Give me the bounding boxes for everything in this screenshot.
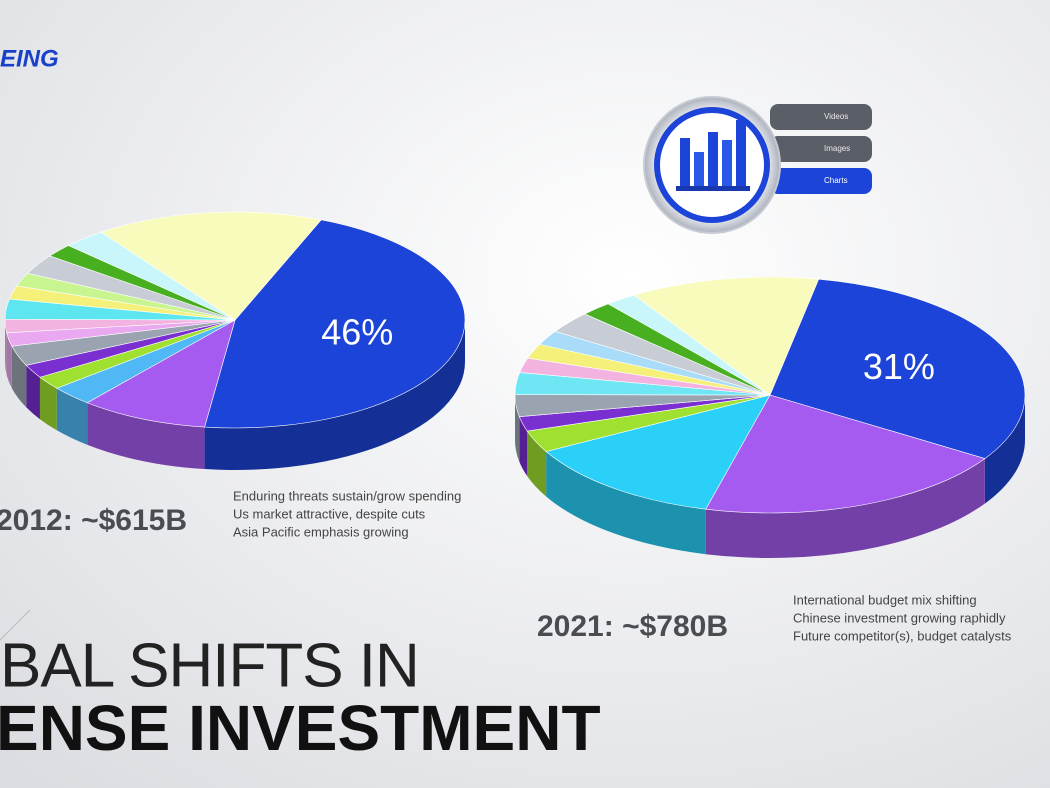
slice-side bbox=[39, 377, 57, 431]
note: Chinese investment growing raphidly bbox=[793, 610, 1006, 625]
slice-side bbox=[11, 346, 27, 408]
note: Us market attractive, despite cuts bbox=[233, 506, 426, 521]
slice-side bbox=[26, 365, 40, 420]
headline: BAL SHIFTS IN bbox=[0, 631, 419, 700]
slice bbox=[705, 394, 986, 514]
slice-side bbox=[546, 451, 706, 555]
chart-title: 2021: ~$780B bbox=[537, 610, 728, 643]
note: Enduring threats sustain/grow spending bbox=[233, 488, 461, 503]
slice bbox=[545, 394, 771, 510]
slice-side bbox=[56, 388, 88, 445]
note: Future competitor(s), budget catalysts bbox=[793, 628, 1012, 643]
note: International budget mix shifting bbox=[793, 592, 977, 607]
data-label: 46% bbox=[321, 312, 393, 353]
slice bbox=[100, 211, 322, 321]
slice-side bbox=[204, 320, 465, 470]
menu-item[interactable]: Images bbox=[824, 144, 850, 153]
logo: EING bbox=[0, 45, 59, 72]
chart-title: 2012: ~$615B bbox=[0, 504, 187, 537]
slice-side bbox=[519, 416, 528, 477]
decor-line bbox=[0, 609, 31, 641]
slice-side bbox=[984, 395, 1025, 504]
headline: ENSE INVESTMENT bbox=[0, 692, 601, 764]
data-label: 31% bbox=[863, 346, 935, 387]
menu-item[interactable]: Videos bbox=[824, 112, 848, 121]
slice-side bbox=[6, 332, 12, 389]
slice-side bbox=[705, 458, 985, 558]
note: Asia Pacific emphasis growing bbox=[233, 524, 409, 539]
slice bbox=[633, 276, 820, 396]
slice-side bbox=[87, 402, 205, 470]
chart-icon bbox=[643, 96, 872, 234]
slice-side bbox=[515, 395, 520, 462]
slice bbox=[204, 219, 466, 429]
slice bbox=[86, 319, 236, 428]
pies: 46% 31% bbox=[4, 211, 1026, 558]
slice-side bbox=[5, 320, 7, 375]
menu-item[interactable]: Charts bbox=[824, 176, 848, 185]
